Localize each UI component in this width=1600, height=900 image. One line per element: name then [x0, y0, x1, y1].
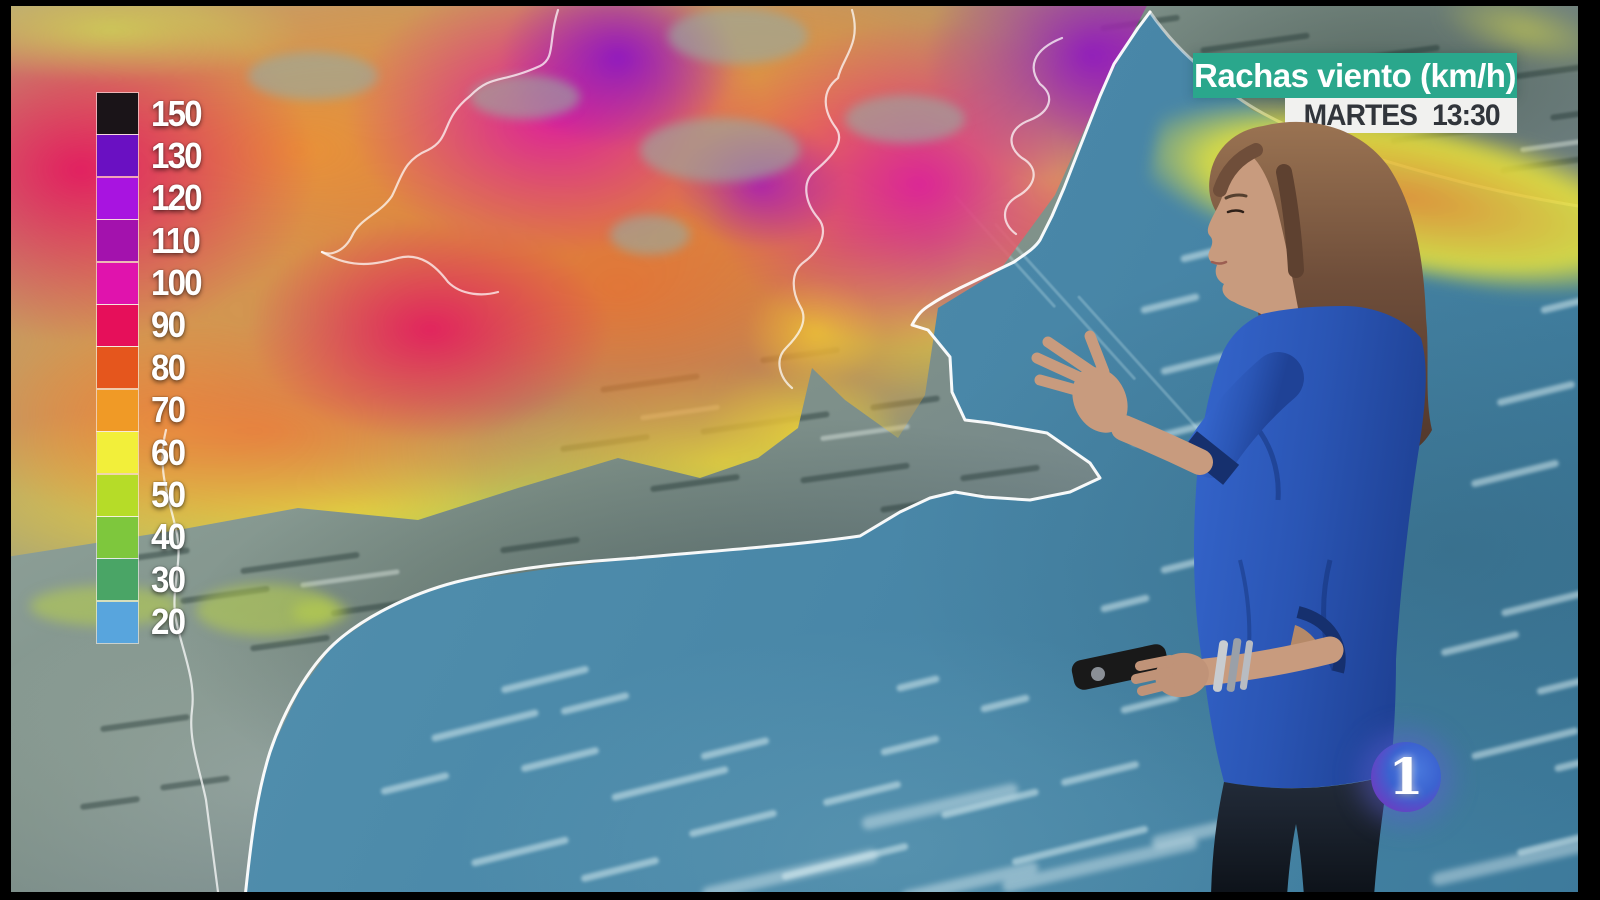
- legend-value-label: 90: [151, 304, 186, 346]
- legend-value-label: 130: [151, 134, 203, 176]
- frame-border-right: [1578, 0, 1600, 900]
- legend-color-swatch: [96, 92, 139, 135]
- legend-value-label: 60: [151, 431, 186, 473]
- day-label: MARTES: [1303, 98, 1417, 132]
- legend-color-swatch: [96, 346, 139, 390]
- frame-border-top: [0, 0, 1600, 6]
- legend-value-label: 110: [151, 219, 201, 261]
- legend-value-label: 30: [151, 558, 186, 600]
- legend-item: 60: [96, 431, 205, 475]
- legend-item: 130: [96, 134, 205, 178]
- legend-color-swatch: [96, 558, 139, 602]
- legend-value-label: 70: [151, 389, 186, 431]
- legend-value-label: 120: [151, 177, 203, 219]
- legend-value-label: 40: [151, 516, 186, 558]
- legend-color-swatch: [96, 176, 139, 220]
- channel-logo: 1: [1371, 742, 1441, 812]
- legend-color-swatch: [96, 261, 139, 305]
- legend-item: 20: [96, 600, 205, 644]
- channel-logo-text: 1: [1388, 747, 1424, 806]
- legend-color-swatch: [96, 134, 139, 178]
- legend-value-label: 50: [151, 474, 186, 516]
- legend-color-swatch: [96, 515, 139, 559]
- legend-color-swatch: [96, 388, 139, 432]
- legend-color-swatch: [96, 303, 139, 347]
- legend-item: 70: [96, 388, 205, 432]
- legend-item: 40: [96, 515, 205, 559]
- legend-item: 100: [96, 261, 205, 305]
- frame-border-bottom: [0, 892, 1600, 900]
- legend-item: 30: [96, 558, 205, 602]
- legend-color-swatch: [96, 473, 139, 517]
- legend-value-label: 150: [151, 92, 203, 134]
- legend-item: 110: [96, 219, 205, 263]
- day-time-banner: MARTES 13:30: [1285, 98, 1517, 133]
- legend-item: 120: [96, 176, 205, 220]
- legend-value-label: 80: [151, 346, 186, 388]
- map-title-banner: Rachas viento (km/h): [1193, 53, 1517, 98]
- legend-item: 150: [96, 92, 205, 135]
- wind-speed-legend: 150 130 120 110 100 90 80 70 60 50 40 30…: [96, 92, 205, 644]
- legend-value-label: 20: [151, 601, 186, 643]
- legend-value-label: 100: [151, 262, 203, 304]
- legend-color-swatch: [96, 219, 139, 263]
- time-label: 13:30: [1432, 98, 1501, 132]
- legend-item: 90: [96, 303, 205, 347]
- legend-color-swatch: [96, 600, 139, 644]
- legend-item: 50: [96, 473, 205, 517]
- frame-border-left: [0, 0, 11, 900]
- legend-color-swatch: [96, 431, 139, 475]
- legend-item: 80: [96, 346, 205, 390]
